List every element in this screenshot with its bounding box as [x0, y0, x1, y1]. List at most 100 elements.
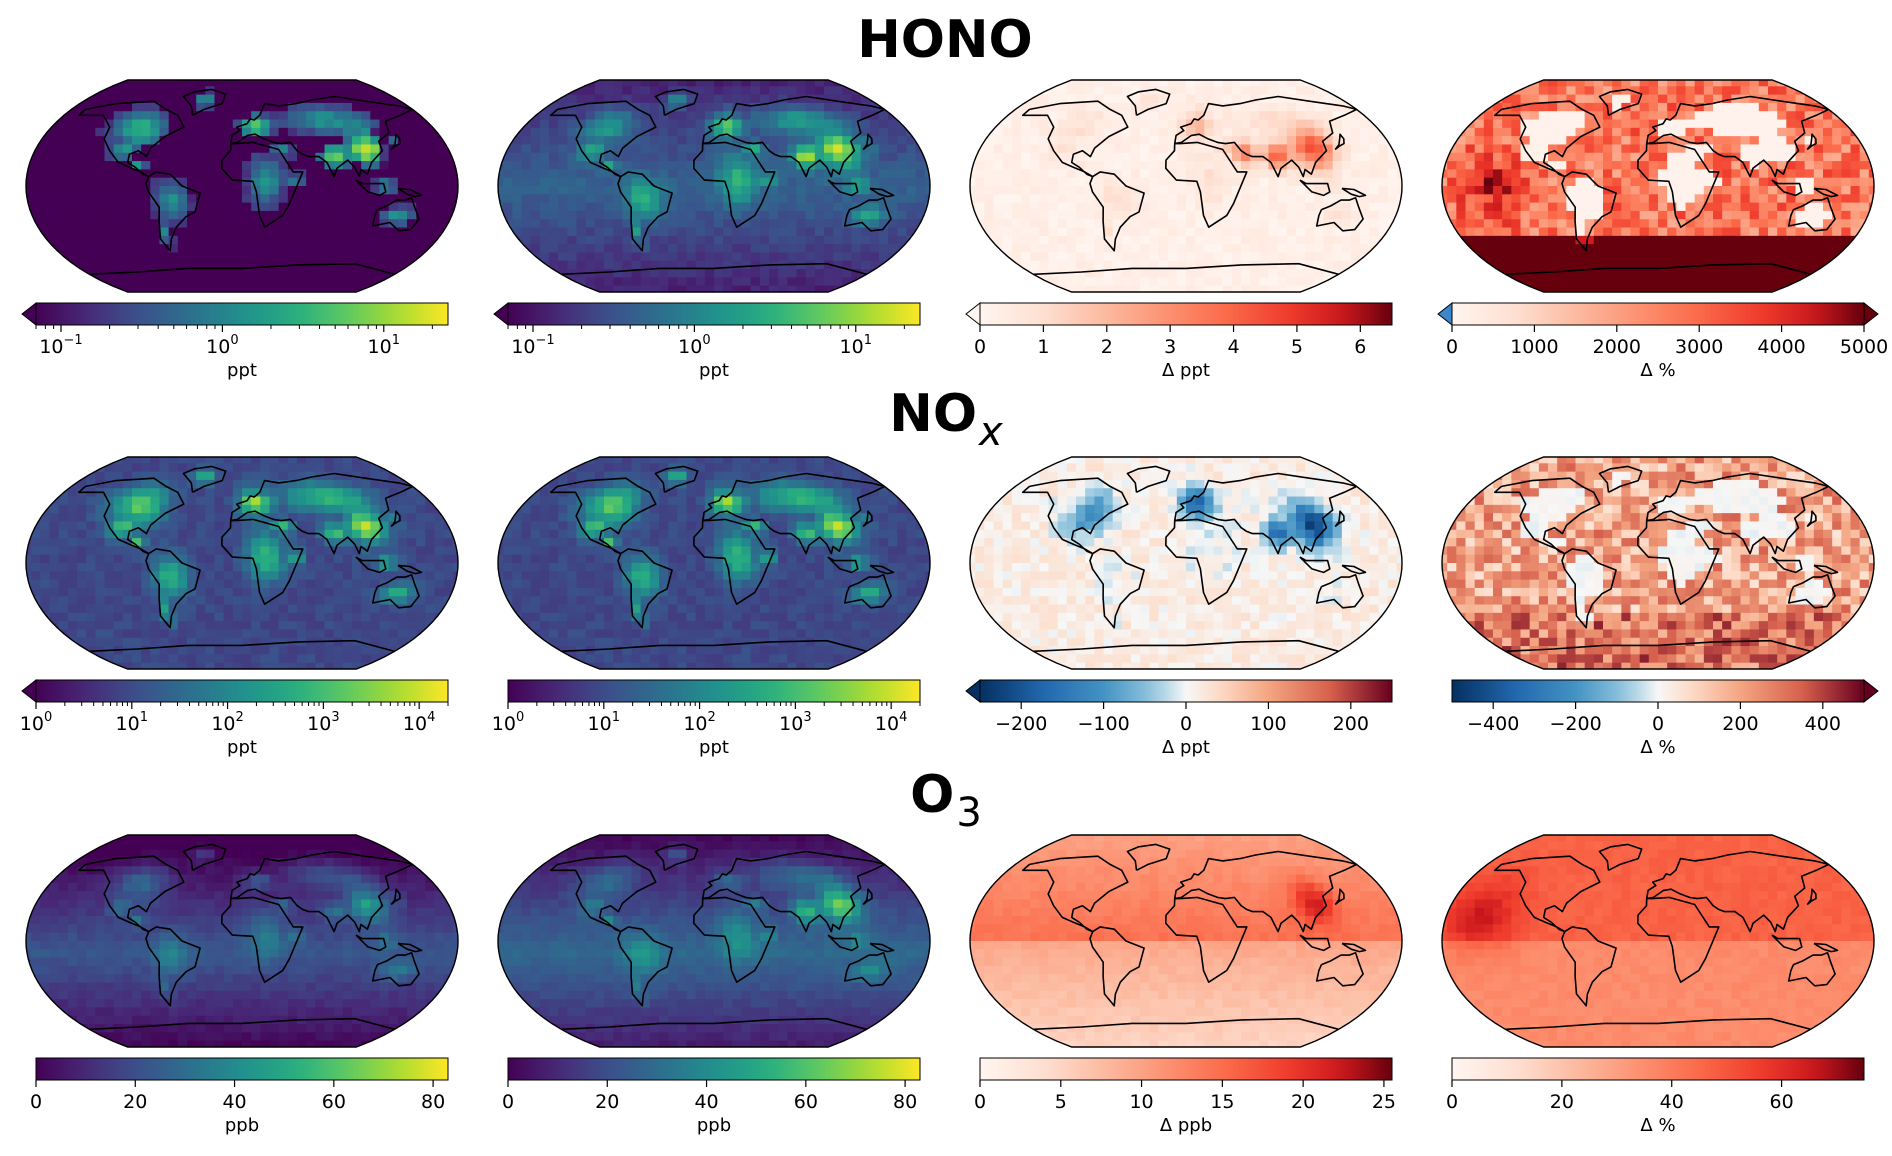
data-grid — [970, 80, 1402, 292]
data-grid — [970, 835, 1402, 1047]
coastlines — [77, 465, 423, 653]
colorbar-tick-label: 1000 — [1510, 336, 1558, 358]
colorbar-tick-label: 4 — [1227, 336, 1239, 358]
colorbar-tick-label: 5000 — [1840, 336, 1888, 358]
colorbar-tick-label: 10 — [1129, 1091, 1153, 1113]
world-map — [969, 456, 1403, 670]
colorbar-unit-label: Δ ppt — [1162, 737, 1210, 758]
colorbar-tick-label: 0 — [1446, 336, 1458, 358]
coastlines — [549, 88, 895, 276]
colorbar-tick-label: 102 — [683, 710, 715, 735]
map-panel-r1-c0: 100 101 102 103 104 ppt — [20, 455, 462, 765]
colorbar-gradient — [979, 302, 1393, 326]
colorbar-unit-label: Δ % — [1640, 737, 1676, 758]
world-map — [497, 456, 931, 670]
data-grid — [498, 835, 930, 1047]
colorbar-tick-label: −200 — [1550, 713, 1602, 735]
colorbar-tick-label: 0 — [502, 1091, 514, 1113]
data-grid — [498, 80, 930, 292]
world-map — [1441, 456, 1875, 670]
colorbar-unit-label: Δ % — [1640, 1115, 1676, 1136]
world-map — [1441, 79, 1875, 293]
colorbar-unit-label: Δ ppt — [1162, 360, 1210, 381]
map-panel-r2-c2: 0 5 10 15 20 25 Δ ppb — [966, 833, 1406, 1143]
map-panel-r2-c3: 0 20 40 60 Δ % — [1438, 833, 1878, 1143]
colorbar-tick-label: 0 — [1652, 713, 1664, 735]
colorbar-tick-label: 100 — [206, 333, 238, 358]
colorbar-gradient — [35, 679, 449, 703]
coastlines — [549, 843, 895, 1031]
colorbar-tick-label: 2 — [1101, 336, 1113, 358]
colorbar-tick-label: 20 — [1291, 1091, 1315, 1113]
colorbar: 100 101 102 103 104 — [20, 678, 449, 735]
data-grid — [1442, 457, 1874, 669]
coastlines — [77, 843, 423, 1031]
colorbar-gradient — [35, 302, 449, 326]
colorbar-tick-label: 3 — [1164, 336, 1176, 358]
colorbar-extend-min — [493, 301, 509, 327]
colorbar-tick-label: 6 — [1354, 336, 1366, 358]
row-title-subscript: 3 — [956, 790, 982, 836]
colorbar: 0 20 40 60 — [1446, 1057, 1865, 1113]
colorbar-tick-label: 103 — [307, 710, 339, 735]
colorbar-gradient — [1451, 1057, 1865, 1081]
colorbar-tick-label: 40 — [694, 1091, 718, 1113]
world-map — [497, 79, 931, 293]
colorbar-tick-label: 0 — [30, 1091, 42, 1113]
colorbar-tick-label: 400 — [1805, 713, 1841, 735]
colorbar-tick-label: 0 — [974, 336, 986, 358]
colorbar: 0 20 40 60 80 — [30, 1057, 449, 1113]
colorbar-tick-label: 20 — [123, 1091, 147, 1113]
colorbar-extend-max — [1863, 301, 1879, 327]
coastlines — [1021, 88, 1367, 276]
colorbar-tick-label: 5 — [1055, 1091, 1067, 1113]
coastlines — [1021, 465, 1367, 653]
colorbar-tick-label: 2000 — [1593, 336, 1641, 358]
colorbar-tick-label: 60 — [794, 1091, 818, 1113]
colorbar-tick-label: 15 — [1210, 1091, 1234, 1113]
colorbar-tick-label: 20 — [595, 1091, 619, 1113]
colorbar-unit-label: ppt — [699, 360, 729, 381]
colorbar-gradient — [507, 1057, 921, 1081]
map-panel-r0-c3: 0 1000 2000 3000 4000 5000 Δ % — [1437, 78, 1888, 388]
coastlines — [77, 88, 423, 276]
world-map — [25, 79, 459, 293]
world-map — [497, 834, 931, 1048]
map-panel-r2-c0: 0 20 40 60 80 ppb — [22, 833, 462, 1143]
data-grid — [970, 457, 1402, 669]
colorbar-tick-label: 80 — [421, 1091, 445, 1113]
colorbar-gradient — [979, 679, 1393, 703]
colorbar-tick-label: 100 — [20, 710, 52, 735]
colorbar-extend-min — [21, 678, 37, 704]
data-grid — [26, 457, 458, 669]
colorbar-tick-label: 101 — [840, 333, 872, 358]
data-grid — [26, 835, 458, 1047]
data-grid — [1442, 835, 1874, 1047]
colorbar-tick-label: 3000 — [1675, 336, 1723, 358]
world-map — [969, 79, 1403, 293]
colorbar: 0 1 2 3 4 5 6 — [965, 301, 1393, 358]
colorbar-tick-label: 80 — [893, 1091, 917, 1113]
data-grid — [26, 80, 458, 292]
colorbar-extend-min — [1437, 301, 1453, 327]
colorbar: 0 5 10 15 20 25 — [974, 1057, 1396, 1113]
colorbar-tick-label: 200 — [1333, 713, 1369, 735]
row-title-subscript: x — [979, 409, 1003, 455]
colorbar-extend-max — [1863, 678, 1879, 704]
coastlines — [1021, 843, 1367, 1031]
row-title-text: HONO — [857, 10, 1033, 70]
colorbar-extend-min — [965, 678, 981, 704]
colorbar-gradient — [35, 1057, 449, 1081]
colorbar-tick-label: 20 — [1550, 1091, 1574, 1113]
colorbar-tick-label: 101 — [368, 333, 400, 358]
colorbar-unit-label: ppb — [224, 1115, 260, 1136]
world-map — [25, 456, 459, 670]
map-panel-r0-c2: 0 1 2 3 4 5 6 Δ ppt — [965, 78, 1406, 388]
colorbar-tick-label: −400 — [1467, 713, 1519, 735]
coastlines — [549, 465, 895, 653]
colorbar-tick-label: 0 — [1446, 1091, 1458, 1113]
colorbar: 100 101 102 103 104 — [492, 679, 921, 735]
colorbar: 0 1000 2000 3000 4000 5000 — [1437, 301, 1888, 358]
data-grid — [498, 457, 930, 669]
colorbar-tick-label: 104 — [403, 710, 435, 735]
